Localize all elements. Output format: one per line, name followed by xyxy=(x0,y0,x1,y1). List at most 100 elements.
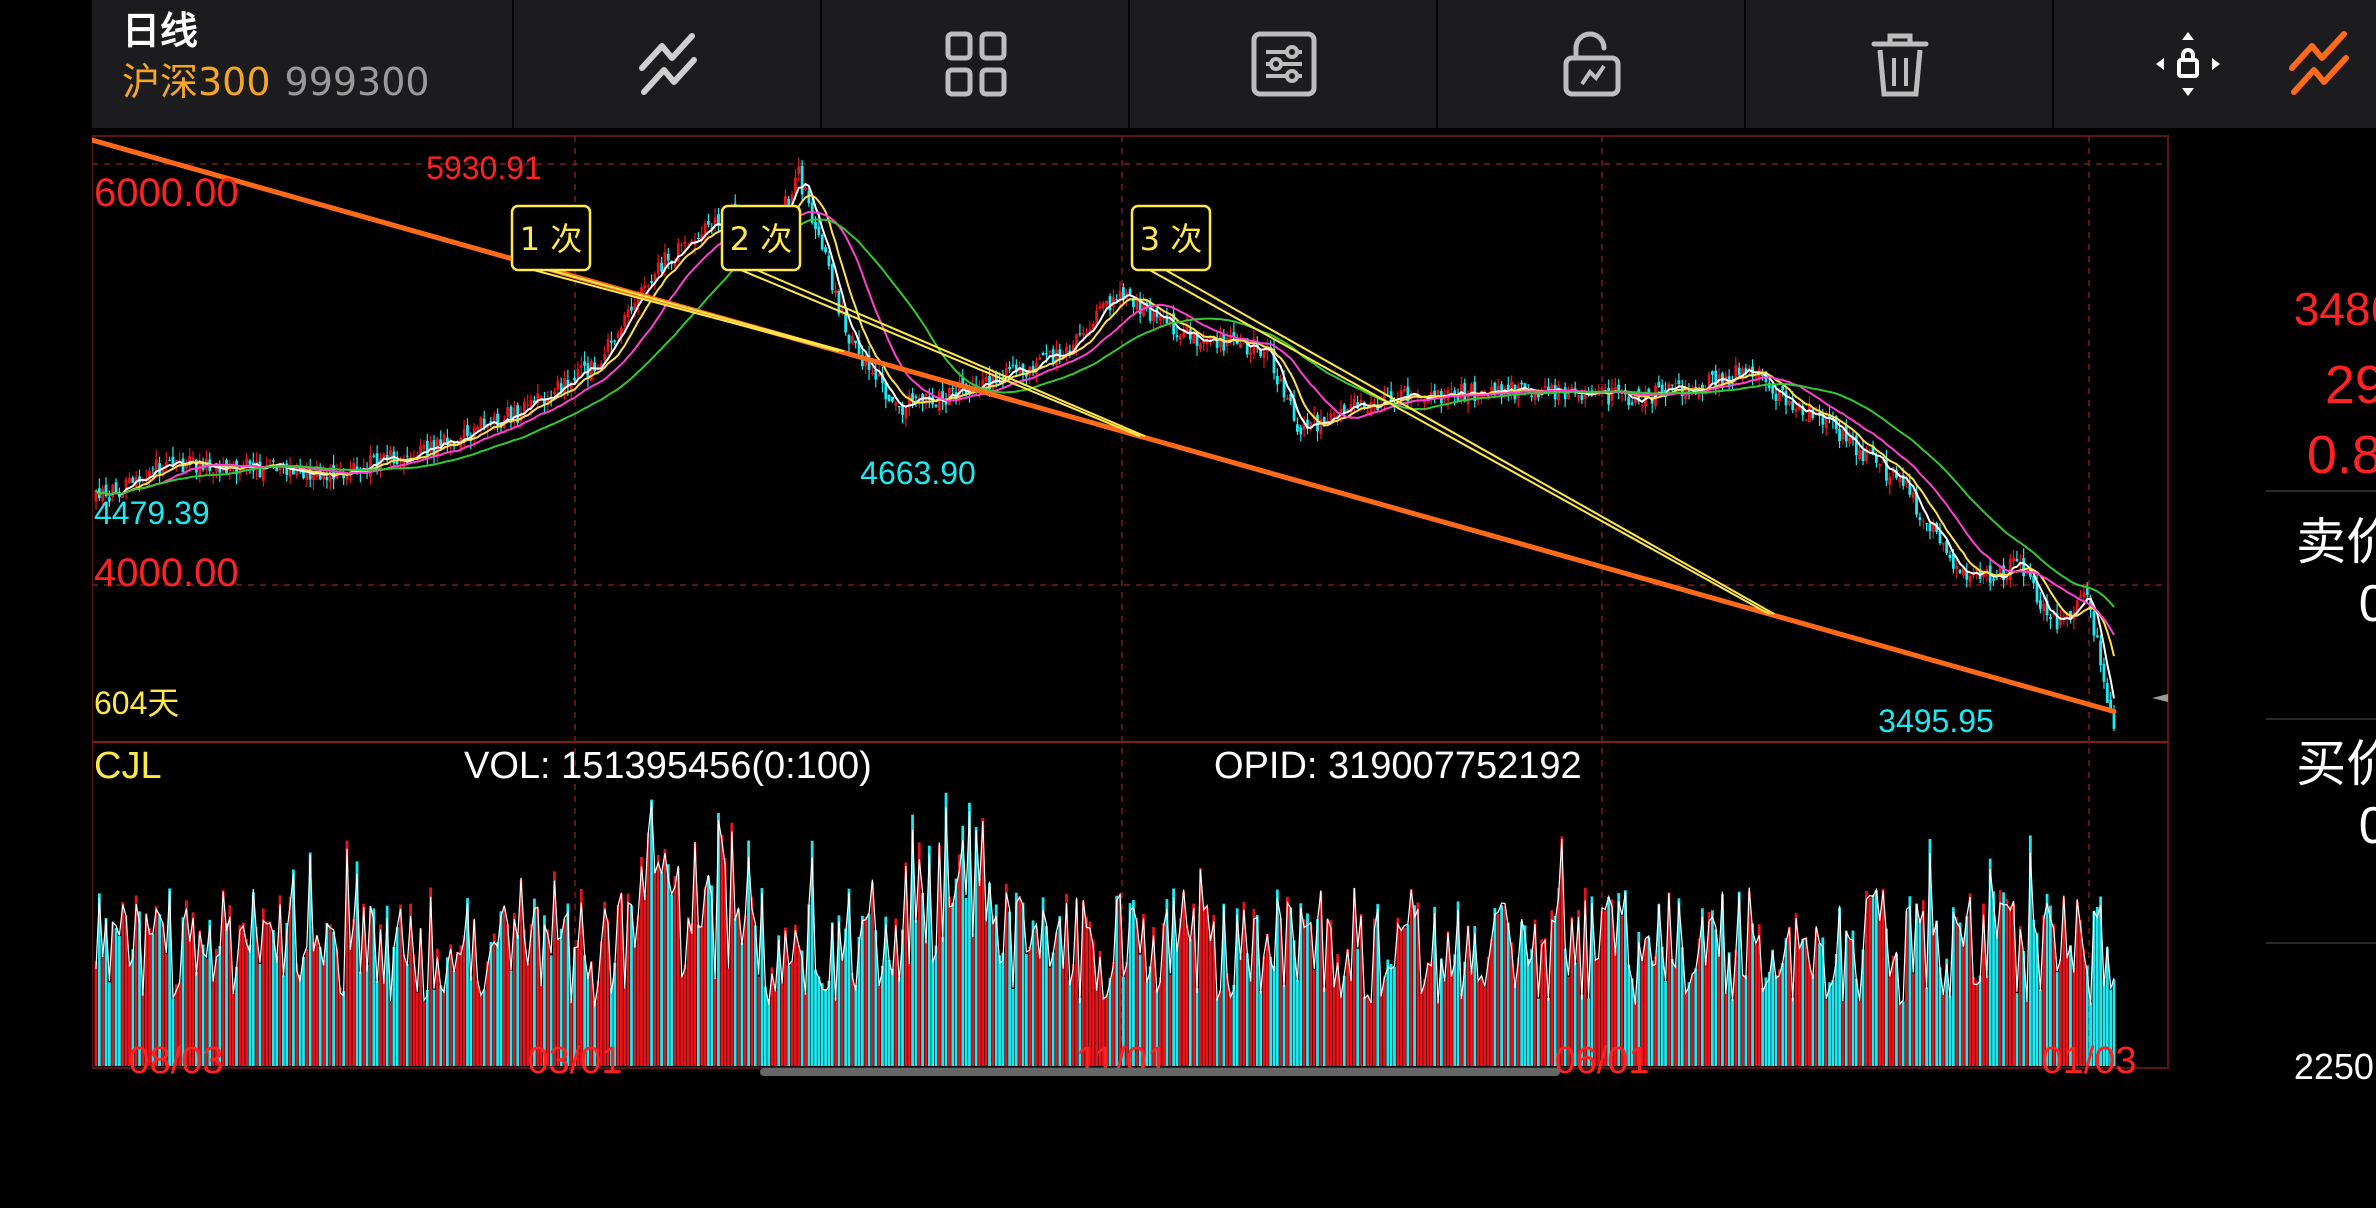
candle-body xyxy=(1078,333,1082,335)
candle-body xyxy=(593,362,597,372)
candle-body xyxy=(1132,298,1135,308)
volume-bar xyxy=(1245,953,1249,1066)
volume-bar xyxy=(1540,939,1544,1066)
volume-bar xyxy=(1580,994,1584,1066)
volume-bar xyxy=(954,878,958,1066)
volume-bar xyxy=(1613,950,1617,1066)
volume-bar xyxy=(1684,989,1688,1066)
candle-body xyxy=(961,377,965,388)
volume-line xyxy=(95,801,2115,1007)
candle-body xyxy=(1111,296,1115,307)
draw-line-active-button[interactable] xyxy=(2278,22,2362,106)
toolbar: 日线 沪深300 999300 xyxy=(92,0,2376,128)
candle-body xyxy=(1794,408,1798,412)
volume-bar xyxy=(399,904,402,1066)
candle-body xyxy=(804,187,807,190)
price-change: 29.80 xyxy=(2324,355,2376,415)
candle-body xyxy=(1547,386,1550,390)
candle-body xyxy=(1791,400,1795,411)
volume-bar xyxy=(1888,971,1892,1066)
instrument-code: 999300 xyxy=(284,60,430,104)
candle-body xyxy=(442,434,446,445)
candle-body xyxy=(1784,391,1788,406)
volume-bar xyxy=(1965,916,1969,1066)
candle-body xyxy=(2105,683,2109,703)
volume-bar xyxy=(332,931,336,1066)
volume-bar xyxy=(1473,926,1477,1066)
touch-count-label: 3 次 xyxy=(1140,220,1203,258)
candle-body xyxy=(516,405,520,423)
volume-bar xyxy=(342,991,346,1066)
candle-body xyxy=(148,470,151,482)
candle-body xyxy=(1500,384,1503,397)
candle-body xyxy=(382,453,386,460)
settings-button[interactable] xyxy=(1242,22,1326,106)
kline-chart[interactable]: 1 次 2 次 3 次 6000.00 4000.00 5930.91 4479.3… xyxy=(92,128,2170,1080)
volume-bar xyxy=(656,854,660,1066)
volume-bar xyxy=(1470,970,1473,1066)
touch-count-label: 2 次 xyxy=(730,220,793,258)
trendline[interactable] xyxy=(92,137,2117,714)
volume-bar xyxy=(1995,930,1999,1066)
callout-leader xyxy=(525,267,840,353)
layout-grid-button[interactable] xyxy=(934,22,1018,106)
volume-bar xyxy=(1252,909,1256,1066)
candle-body xyxy=(1172,313,1176,335)
candle-body xyxy=(1848,437,1852,444)
candle-body xyxy=(696,237,700,239)
candle-body xyxy=(850,336,854,343)
volume-bar xyxy=(1058,916,1062,1066)
candle-body xyxy=(1998,565,2002,577)
volume-bar xyxy=(395,927,399,1066)
volume-bar xyxy=(583,955,587,1066)
candle-body xyxy=(937,391,941,411)
volume-bar xyxy=(1289,907,1293,1066)
volume-bar xyxy=(1098,950,1102,1066)
volume-bar xyxy=(1687,982,1691,1066)
volume-bar xyxy=(1968,893,1972,1066)
instrument-title[interactable]: 日线 沪深300 999300 xyxy=(122,6,430,108)
volume-bar xyxy=(824,989,827,1066)
volume-bar xyxy=(1085,916,1088,1066)
draw-line-button[interactable] xyxy=(626,22,710,106)
horizontal-scrollbar[interactable] xyxy=(760,1068,1560,1076)
candle-body xyxy=(984,377,988,382)
candle-body xyxy=(1389,391,1393,402)
candle-body xyxy=(1205,338,1209,345)
volume-bar xyxy=(750,896,754,1066)
volume-bar xyxy=(1690,972,1694,1066)
volume-bar xyxy=(1011,989,1015,1066)
volume-bar xyxy=(1583,888,1587,1066)
candle-body xyxy=(907,395,911,408)
volume-bar xyxy=(372,908,376,1066)
chart-area[interactable]: 1 次 2 次 3 次 6000.00 4000.00 5930.91 4479.3… xyxy=(92,128,2376,1087)
candle-body xyxy=(1536,393,1540,398)
candle-body xyxy=(1105,300,1109,305)
volume-bar xyxy=(1590,896,1594,1066)
volume-bar xyxy=(2025,1000,2029,1066)
candle-body xyxy=(603,354,607,361)
volume-bar xyxy=(1383,976,1386,1066)
volume-bar xyxy=(1242,902,1246,1066)
candle-body xyxy=(1118,290,1122,300)
volume-bar xyxy=(208,919,212,1066)
move-button[interactable] xyxy=(2146,22,2230,106)
volume-bar xyxy=(827,980,831,1066)
volume-bar xyxy=(1275,889,1279,1066)
volume-bar xyxy=(154,906,158,1066)
grid-icon xyxy=(945,31,1007,97)
volume-bar xyxy=(1737,891,1741,1066)
volume-bar xyxy=(2102,979,2106,1066)
volume-bar xyxy=(492,933,496,1066)
volume-bar xyxy=(1322,987,1326,1066)
volume-bar xyxy=(245,939,248,1066)
candle-body xyxy=(312,472,315,481)
callout-leader xyxy=(751,267,1146,438)
unlock-button[interactable] xyxy=(1550,22,1634,106)
delete-button[interactable] xyxy=(1858,22,1942,106)
candle-body xyxy=(1369,401,1373,416)
volume-bar xyxy=(335,946,339,1066)
volume-bar xyxy=(640,856,643,1066)
volume-bar xyxy=(502,908,506,1066)
volume-bar xyxy=(1506,922,1510,1066)
